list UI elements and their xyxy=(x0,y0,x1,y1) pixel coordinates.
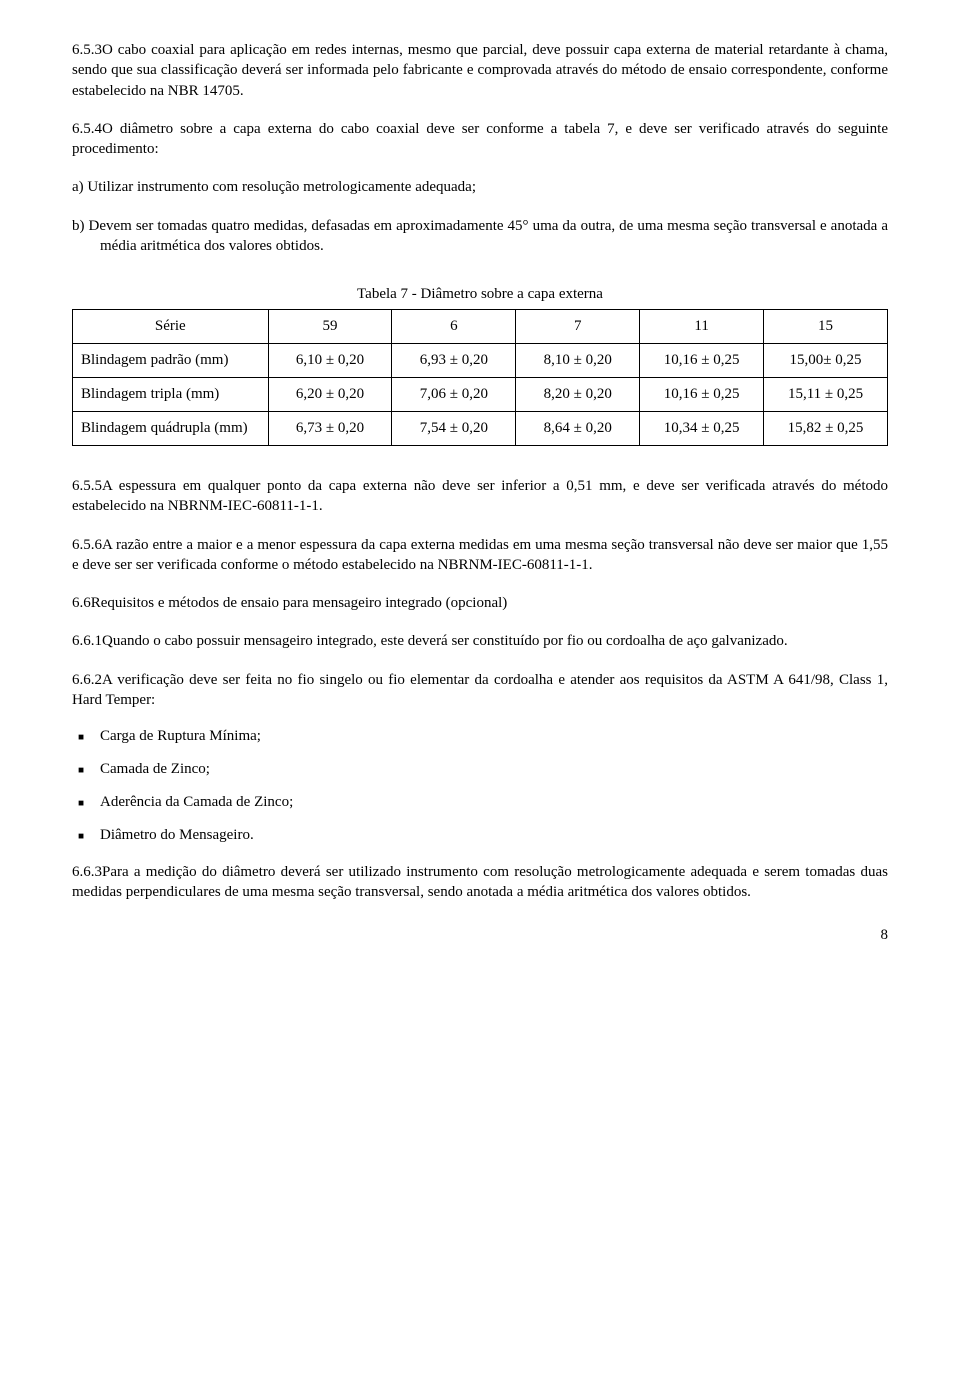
table-cell: 8,20 ± 0,20 xyxy=(516,378,640,412)
table-cell: 6,10 ± 0,20 xyxy=(268,344,392,378)
row-label: Blindagem tripla (mm) xyxy=(73,378,269,412)
paragraph-6-5-3: 6.5.3O cabo coaxial para aplicação em re… xyxy=(72,40,888,101)
page-number: 8 xyxy=(72,927,888,944)
th-11: 11 xyxy=(640,310,764,344)
table-caption: Tabela 7 - Diâmetro sobre a capa externa xyxy=(72,286,888,303)
list-item-b: b) Devem ser tomadas quatro medidas, def… xyxy=(72,216,888,257)
table-header-row: Série 59 6 7 11 15 xyxy=(73,310,888,344)
diameter-table: Série 59 6 7 11 15 Blindagem padrão (mm)… xyxy=(72,309,888,446)
list-item-a: a) Utilizar instrumento com resolução me… xyxy=(72,177,888,197)
table-cell: 15,82 ± 0,25 xyxy=(764,412,888,446)
list-item: Camada de Zinco; xyxy=(72,761,888,778)
th-6: 6 xyxy=(392,310,516,344)
table-cell: 6,20 ± 0,20 xyxy=(268,378,392,412)
page: 6.5.3O cabo coaxial para aplicação em re… xyxy=(0,0,960,984)
table-cell: 7,06 ± 0,20 xyxy=(392,378,516,412)
paragraph-6-6-2: 6.6.2A verificação deve ser feita no fio… xyxy=(72,670,888,711)
list-item: Aderência da Camada de Zinco; xyxy=(72,794,888,811)
table-cell: 15,11 ± 0,25 xyxy=(764,378,888,412)
th-59: 59 xyxy=(268,310,392,344)
requirements-list: Carga de Ruptura Mínima; Camada de Zinco… xyxy=(72,728,888,844)
procedure-list: a) Utilizar instrumento com resolução me… xyxy=(72,177,888,256)
table-cell: 8,64 ± 0,20 xyxy=(516,412,640,446)
list-item: Diâmetro do Mensageiro. xyxy=(72,827,888,844)
paragraph-6-6-3: 6.6.3Para a medição do diâmetro deverá s… xyxy=(72,862,888,903)
list-item: Carga de Ruptura Mínima; xyxy=(72,728,888,745)
table-cell: 10,16 ± 0,25 xyxy=(640,378,764,412)
table-cell: 6,93 ± 0,20 xyxy=(392,344,516,378)
th-7: 7 xyxy=(516,310,640,344)
th-15: 15 xyxy=(764,310,888,344)
table-cell: 10,16 ± 0,25 xyxy=(640,344,764,378)
table-cell: 8,10 ± 0,20 xyxy=(516,344,640,378)
paragraph-6-5-4: 6.5.4O diâmetro sobre a capa externa do … xyxy=(72,119,888,160)
paragraph-6-5-5: 6.5.5A espessura em qualquer ponto da ca… xyxy=(72,476,888,517)
table-row: Blindagem tripla (mm) 6,20 ± 0,20 7,06 ±… xyxy=(73,378,888,412)
th-serie: Série xyxy=(73,310,269,344)
table-row: Blindagem quádrupla (mm) 6,73 ± 0,20 7,5… xyxy=(73,412,888,446)
paragraph-6-5-6: 6.5.6A razão entre a maior e a menor esp… xyxy=(72,535,888,576)
paragraph-6-6-1: 6.6.1Quando o cabo possuir mensageiro in… xyxy=(72,631,888,651)
table-cell: 10,34 ± 0,25 xyxy=(640,412,764,446)
paragraph-6-6: 6.6Requisitos e métodos de ensaio para m… xyxy=(72,593,888,613)
table-cell: 7,54 ± 0,20 xyxy=(392,412,516,446)
table-row: Blindagem padrão (mm) 6,10 ± 0,20 6,93 ±… xyxy=(73,344,888,378)
row-label: Blindagem padrão (mm) xyxy=(73,344,269,378)
row-label: Blindagem quádrupla (mm) xyxy=(73,412,269,446)
table-cell: 15,00± 0,25 xyxy=(764,344,888,378)
table-cell: 6,73 ± 0,20 xyxy=(268,412,392,446)
